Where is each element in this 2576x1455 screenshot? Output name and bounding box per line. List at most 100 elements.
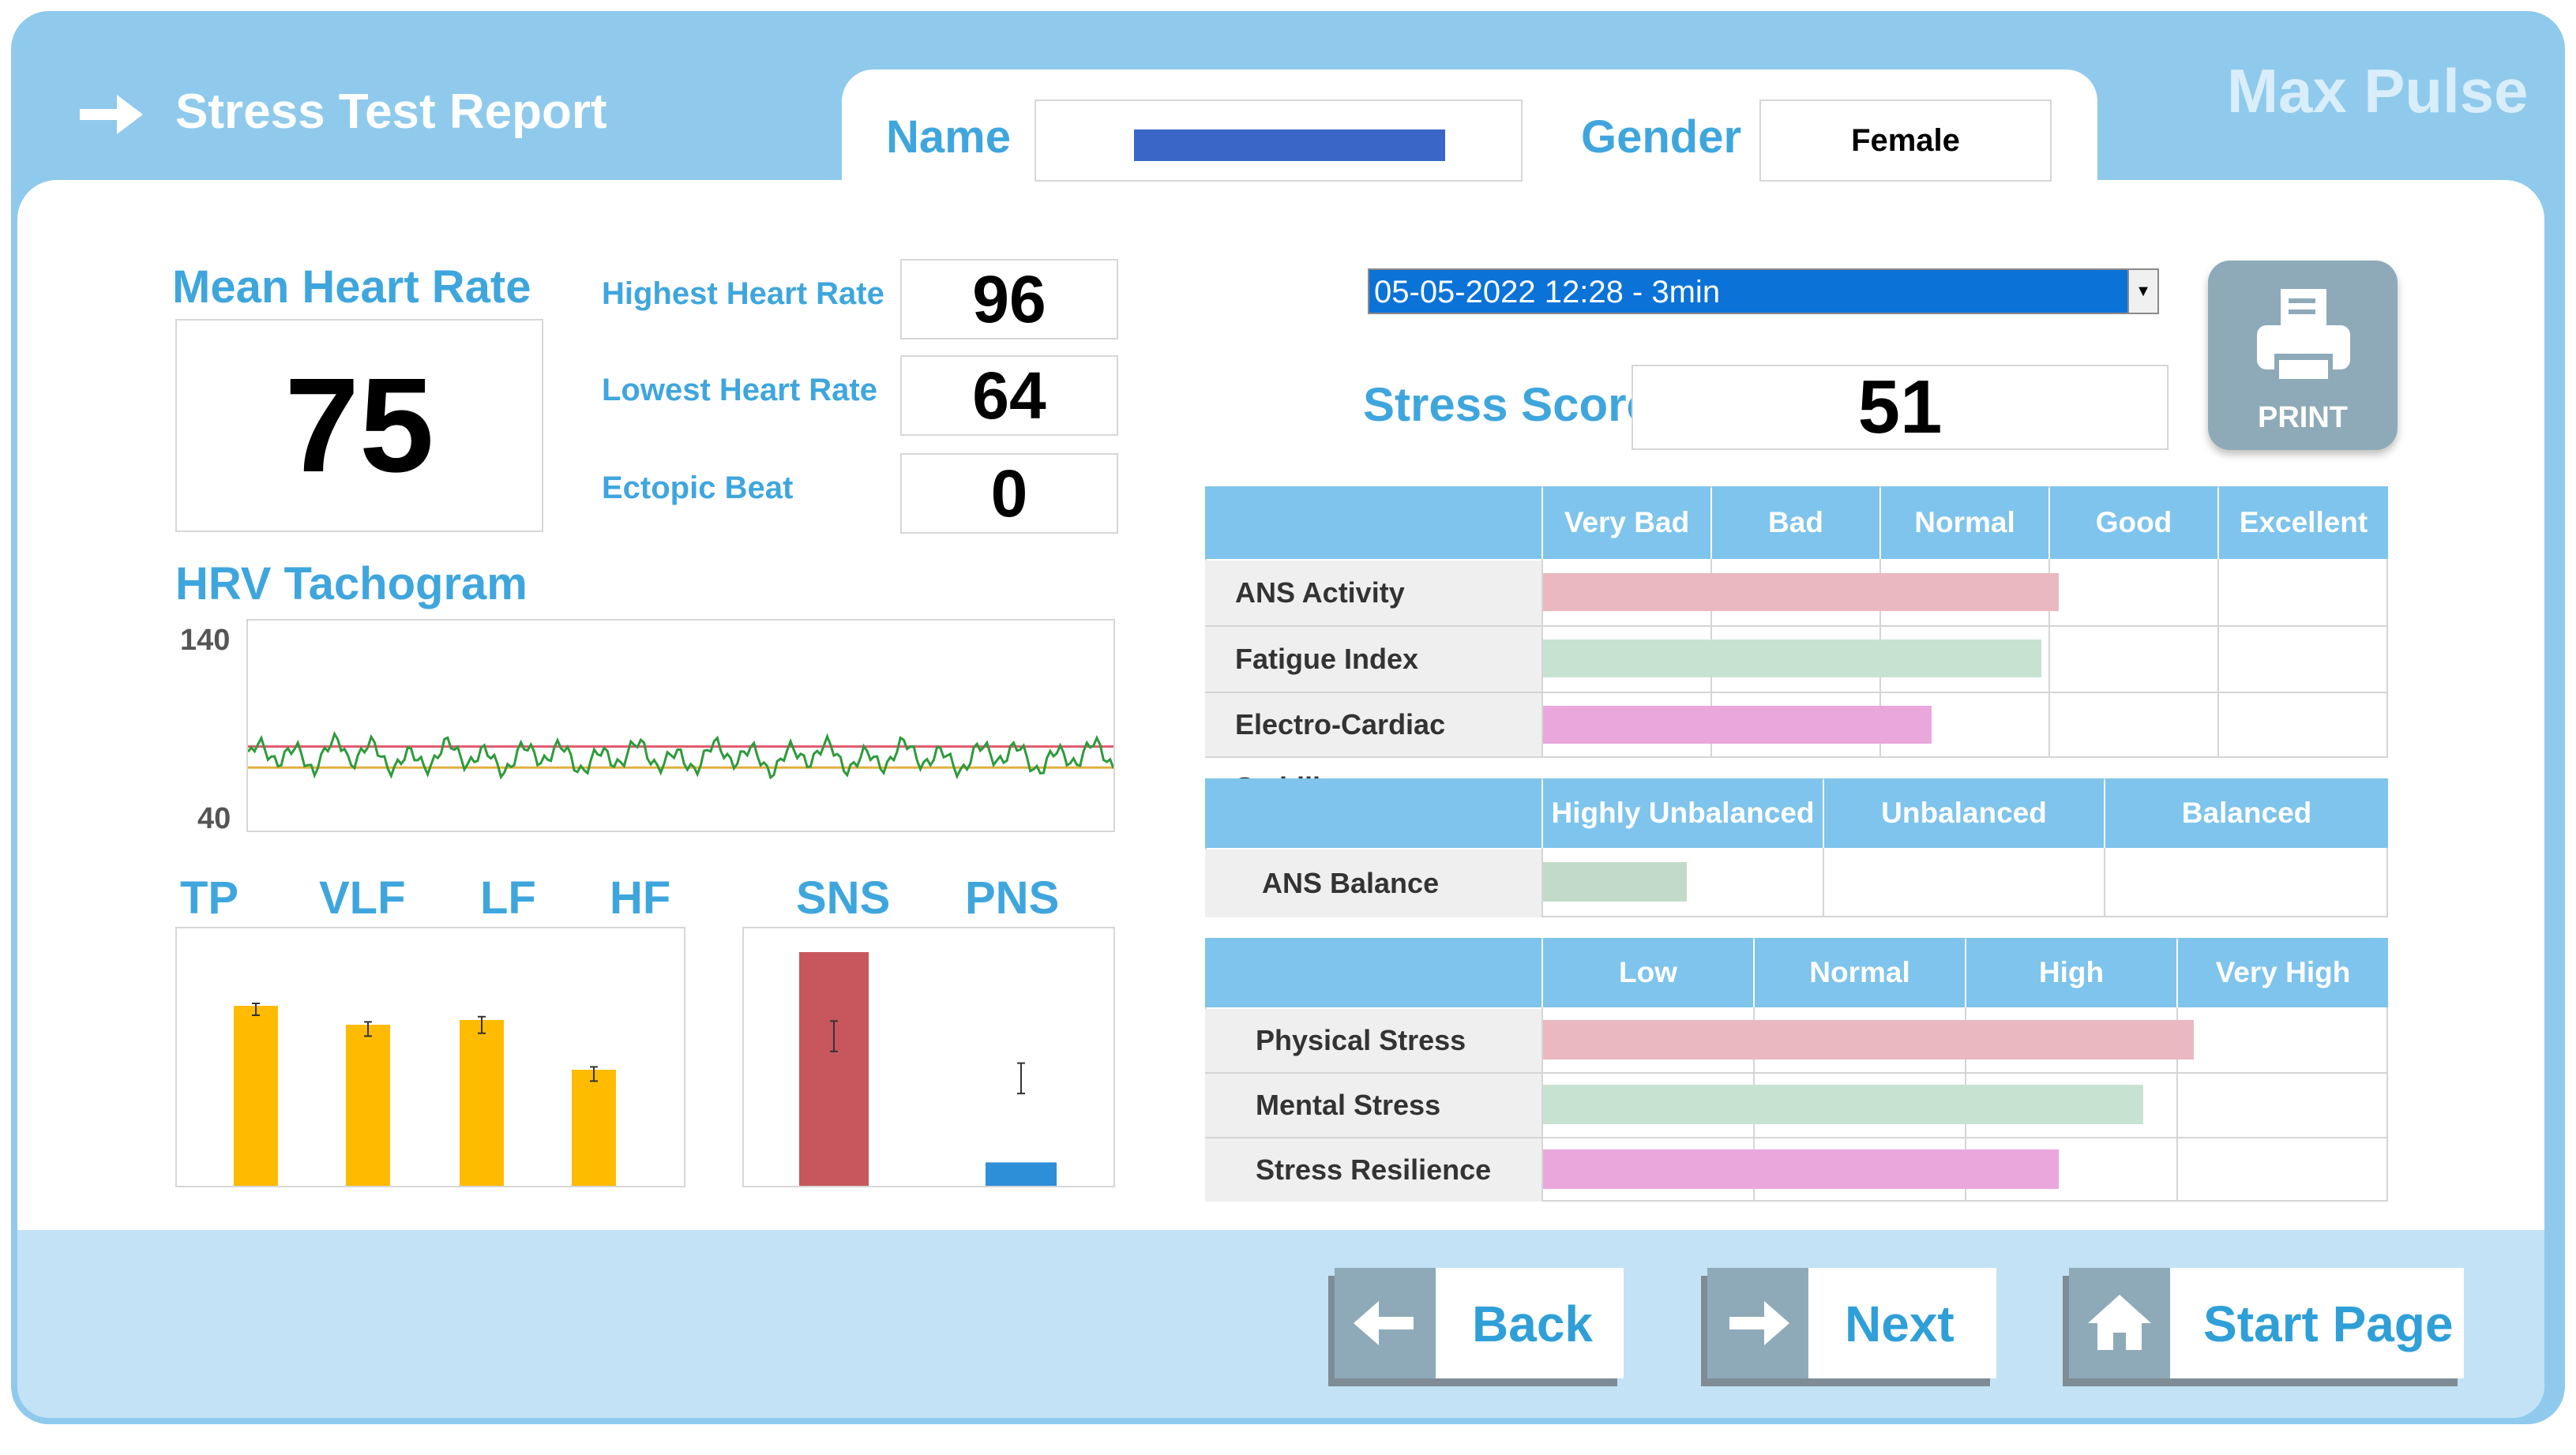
- table-row-label: ANS Activity: [1205, 561, 1541, 625]
- grid-line: [2217, 559, 2219, 758]
- grid-line: [1541, 625, 2388, 627]
- lowest-hr-box: 64: [900, 355, 1118, 436]
- start-page-button[interactable]: Start Page: [2069, 1268, 2464, 1378]
- spectrum-svg: [234, 1003, 616, 1186]
- grid-line: [1541, 692, 2388, 693]
- table-row-label: Electro-Cardiac Stability: [1205, 693, 1541, 804]
- highest-hr-value: 96: [972, 261, 1046, 336]
- chevron-down-icon[interactable]: ▼: [2127, 270, 2157, 313]
- next-button[interactable]: Next: [1707, 1268, 1996, 1378]
- home-icon: [2069, 1268, 2170, 1378]
- spectrum-bar: [460, 1020, 504, 1186]
- assessment-table: Very Bad Bad Normal Good Excellent ANS A…: [1205, 486, 2388, 804]
- ans-activity-bar: [1543, 573, 2059, 611]
- mean-hr-label: Mean Heart Rate: [172, 261, 531, 313]
- tachogram-svg: [246, 730, 1115, 780]
- mean-hr-value: 75: [284, 351, 434, 501]
- autonomic-chart: [742, 927, 1115, 1187]
- table-header-cell: Unbalanced: [1824, 778, 2104, 848]
- mean-hr-box: 75: [175, 319, 543, 532]
- electro-cardiac-stability-bar: [1543, 706, 1932, 744]
- tachogram-chart: [246, 619, 1115, 832]
- table-header-cell: Normal: [1881, 486, 2048, 559]
- table-header-cell: Very Bad: [1543, 486, 1710, 559]
- stress-score-label: Stress Score: [1363, 378, 1653, 431]
- spectrum-bar: [346, 1025, 390, 1186]
- name-redaction: [1134, 129, 1445, 161]
- balance-table: Highly Unbalanced Unbalanced Balanced AN…: [1205, 778, 2388, 917]
- grid-line: [1205, 1072, 2388, 1074]
- gender-field: Female: [1759, 99, 2052, 182]
- back-button[interactable]: Back: [1335, 1268, 1624, 1378]
- table-header-cell: Balanced: [2105, 778, 2388, 848]
- spectrum-label-vlf: VLF: [319, 872, 406, 924]
- grid-line: [1205, 1137, 2388, 1138]
- brand-logo: Max Pulse: [2227, 56, 2529, 126]
- table-header-cell: Highly Unbalanced: [1543, 778, 1823, 848]
- tachogram-title: HRV Tachogram: [175, 558, 528, 609]
- stress-resilience-bar: [1543, 1149, 2059, 1189]
- table-header-blank: [1205, 778, 1541, 848]
- print-label: PRINT: [2258, 401, 2348, 434]
- grid-line: [1541, 848, 1543, 917]
- print-button[interactable]: PRINT: [2208, 261, 2398, 450]
- arrow-right-icon: [76, 87, 147, 142]
- spectrum-chart: [175, 927, 685, 1187]
- physical-stress-bar: [1543, 1020, 2194, 1059]
- ectopic-label: Ectopic Beat: [602, 471, 794, 505]
- grid-line: [2104, 848, 2105, 917]
- grid-line: [1205, 625, 1541, 627]
- start-page-label: Start Page: [2203, 1296, 2454, 1352]
- table-header-blank: [1205, 486, 1541, 559]
- page-title: Stress Test Report: [175, 84, 607, 139]
- table-header-cell: Excellent: [2219, 486, 2388, 559]
- grid-line: [1823, 848, 1824, 917]
- autonomic-bar: [986, 1162, 1057, 1186]
- arrow-right-icon: [1707, 1268, 1808, 1378]
- spectrum-bar: [572, 1070, 616, 1186]
- arrow-left-icon: [1335, 1268, 1436, 1378]
- name-field: [1035, 99, 1523, 182]
- table-row-label: Fatigue Index: [1205, 627, 1541, 692]
- table-header-cell: Bad: [1712, 486, 1879, 559]
- table-header-cell: Good: [2050, 486, 2217, 559]
- ectopic-box: 0: [900, 453, 1118, 534]
- name-label: Name: [886, 111, 1011, 163]
- tachogram-y-max: 140: [180, 624, 231, 657]
- autonomic-bar: [799, 952, 869, 1186]
- stress-table: Low Normal High Very High Physical Stres…: [1205, 938, 2388, 1202]
- table-row-label: Mental Stress: [1205, 1074, 1541, 1137]
- grid-line: [1541, 1007, 1543, 1202]
- back-label: Back: [1472, 1296, 1593, 1352]
- gender-value: Female: [1851, 122, 1960, 158]
- table-row-label: ANS Balance: [1205, 849, 1541, 917]
- spectrum-label-hf: HF: [610, 872, 671, 924]
- stress-score-box: 51: [1632, 365, 2169, 450]
- lowest-hr-label: Lowest Heart Rate: [602, 373, 877, 407]
- spectrum-bar: [234, 1006, 278, 1186]
- grid-line: [2176, 1007, 2178, 1202]
- table-header-cell: High: [1966, 938, 2176, 1007]
- table-header-cell: Low: [1543, 938, 1753, 1007]
- autonomic-label-sns: SNS: [796, 872, 891, 924]
- grid-line: [1205, 692, 1541, 693]
- spectrum-label-tp: TP: [180, 872, 239, 924]
- gender-label: Gender: [1581, 111, 1742, 163]
- stress-score-value: 51: [1857, 365, 1943, 449]
- highest-hr-label: Highest Heart Rate: [602, 276, 884, 311]
- mental-stress-bar: [1543, 1085, 2143, 1124]
- ectopic-value: 0: [990, 456, 1028, 531]
- ans-balance-bar: [1543, 862, 1687, 902]
- tachogram-y-min: 40: [197, 802, 231, 835]
- highest-hr-box: 96: [900, 259, 1118, 339]
- autonomic-svg: [799, 952, 1057, 1186]
- grid-line: [2048, 559, 2050, 758]
- session-dropdown-value: 05-05-2022 12:28 - 3min: [1374, 275, 1721, 309]
- printer-icon: [2257, 289, 2350, 379]
- session-dropdown[interactable]: 05-05-2022 12:28 - 3min ▼: [1368, 268, 2159, 314]
- next-label: Next: [1845, 1296, 1955, 1352]
- grid-line: [1541, 559, 1543, 758]
- fatigue-index-bar: [1543, 639, 2042, 677]
- tachogram-line: [246, 730, 1115, 780]
- table-header-cell: Normal: [1755, 938, 1965, 1007]
